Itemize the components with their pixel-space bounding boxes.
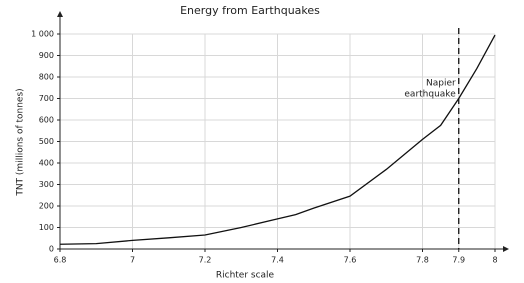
x-tick-label: 7.9 — [452, 256, 465, 265]
x-tick-label: 8 — [492, 256, 497, 265]
y-tick-label: 1 000 — [31, 30, 54, 39]
x-tick-label: 6.8 — [54, 256, 67, 265]
x-tick-label: 7 — [130, 256, 135, 265]
line-series — [59, 34, 496, 245]
y-tick-label: 0 — [49, 245, 54, 254]
x-tick-label: 7.4 — [271, 256, 284, 265]
annotation: Napier — [426, 79, 456, 89]
y-tick-label: 500 — [39, 137, 54, 146]
x-tick-label: 7.6 — [344, 256, 357, 265]
y-tick-label: 400 — [39, 159, 54, 168]
grid — [59, 33, 496, 250]
y-tick-label: 900 — [39, 51, 54, 60]
y-axis-label: TNT (millions of tonnes) — [16, 88, 26, 196]
x-axis-label: Richter scale — [216, 271, 275, 281]
y-tick-label: 100 — [39, 223, 54, 232]
y-tick-label: 300 — [39, 180, 54, 189]
chart-title: Energy from Earthquakes — [180, 4, 320, 17]
y-tick-label: 200 — [39, 202, 54, 211]
y-tick-label: 800 — [39, 73, 54, 82]
annotation: earthquake — [404, 90, 456, 100]
x-tick-label: 7.2 — [199, 256, 212, 265]
x-tick-label: 7.8 — [416, 256, 429, 265]
y-tick-label: 600 — [39, 116, 54, 125]
y-tick-label: 700 — [39, 94, 54, 103]
